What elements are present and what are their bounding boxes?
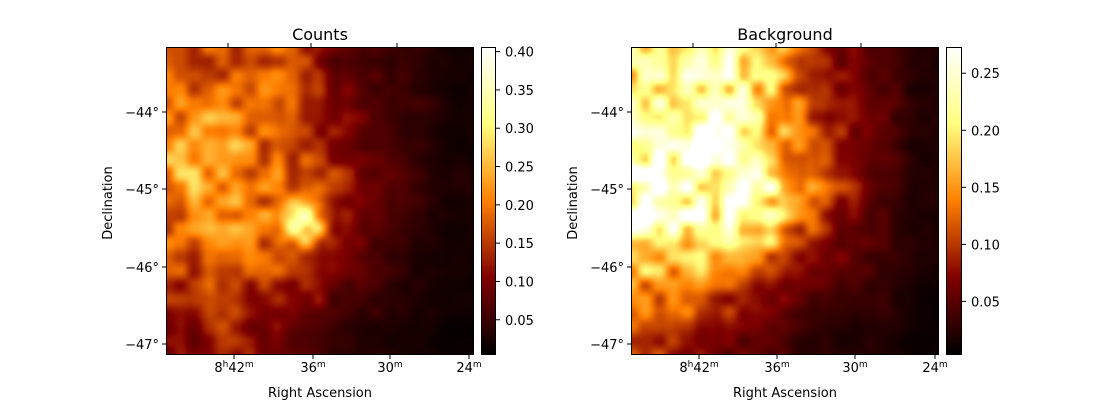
background-heatmap xyxy=(631,47,939,355)
background-xlabel: Right Ascension xyxy=(733,386,837,400)
colorbar-frame xyxy=(946,47,962,355)
x-tick-label: 24m xyxy=(456,360,481,376)
background-title: Background xyxy=(737,25,832,44)
counts-ylabel: Declination xyxy=(101,166,116,240)
x-tick-label: 36m xyxy=(764,360,789,376)
counts-colorbar xyxy=(481,47,496,355)
colorbar-tick-label: 0.10 xyxy=(971,238,1000,253)
y-tick-label: −47° xyxy=(590,338,624,353)
x-tick-label: 8h42m xyxy=(214,360,253,376)
x-tick-label: 30m xyxy=(377,360,402,376)
colorbar-tick-label: 0.25 xyxy=(505,161,534,176)
counts-xlabel: Right Ascension xyxy=(268,386,372,400)
colorbar-frame xyxy=(481,47,496,355)
colorbar-tick-label: 0.05 xyxy=(971,295,1000,310)
x-tick-label: 30m xyxy=(842,360,867,376)
y-tick-label: −45° xyxy=(590,183,624,198)
colorbar-tick-label: 0.15 xyxy=(971,181,1000,196)
counts-title: Counts xyxy=(292,25,348,44)
colorbar-tick-label: 0.20 xyxy=(971,124,1000,139)
background-ylabel: Declination xyxy=(566,166,581,240)
y-tick-label: −45° xyxy=(125,183,159,198)
y-tick-label: −46° xyxy=(590,261,624,276)
counts-heatmap xyxy=(166,47,474,355)
background-colorbar xyxy=(946,47,962,355)
colorbar-tick-label: 0.35 xyxy=(505,84,534,99)
colorbar-tick-label: 0.25 xyxy=(971,67,1000,82)
y-tick-label: −44° xyxy=(125,106,159,121)
colorbar-tick-label: 0.05 xyxy=(505,314,534,329)
axes-frame xyxy=(166,47,474,355)
colorbar-tick-label: 0.40 xyxy=(505,46,534,61)
colorbar-tick-label: 0.30 xyxy=(505,122,534,137)
y-tick-label: −47° xyxy=(125,338,159,353)
y-tick-label: −44° xyxy=(590,106,624,121)
colorbar-tick-label: 0.10 xyxy=(505,275,534,290)
x-tick-label: 36m xyxy=(300,360,325,376)
y-tick-label: −46° xyxy=(125,261,159,276)
x-tick-label: 24m xyxy=(922,360,947,376)
axes-frame xyxy=(631,47,939,355)
colorbar-tick-label: 0.20 xyxy=(505,199,534,214)
x-tick-label: 8h42m xyxy=(679,360,718,376)
colorbar-tick-label: 0.15 xyxy=(505,237,534,252)
